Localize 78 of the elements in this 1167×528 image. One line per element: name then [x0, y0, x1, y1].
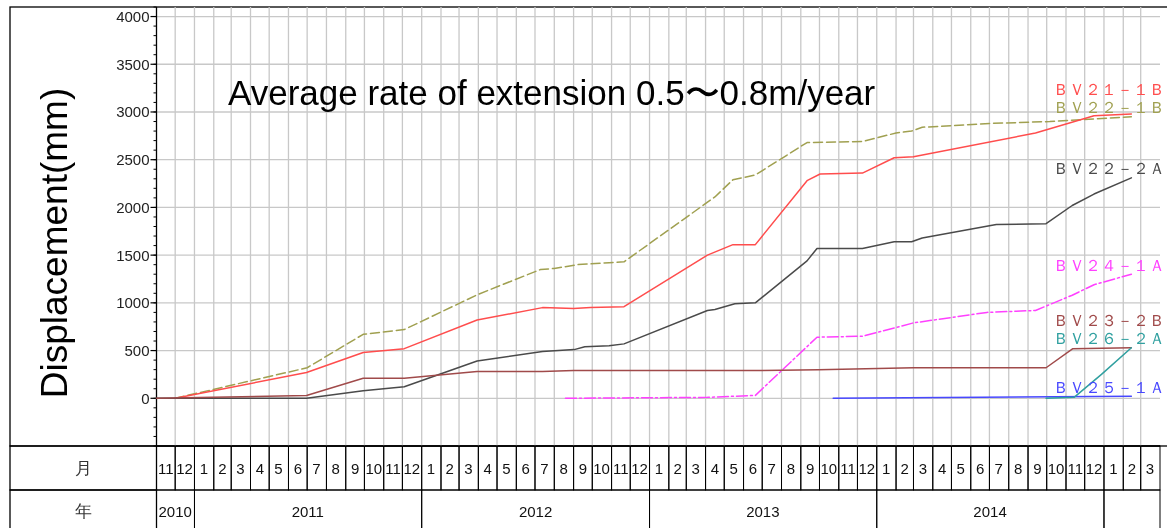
x-tick-label: 10	[1047, 459, 1065, 477]
x-tick-label: 12	[403, 459, 421, 477]
x2-tick-label: 2012	[518, 502, 553, 520]
x-tick-label: 3	[691, 459, 700, 477]
x-tick-label: 12	[631, 459, 648, 477]
x-tick-label: 10	[365, 459, 383, 477]
x-tick-label: 9	[1033, 459, 1042, 477]
x-tick-label: 6	[748, 459, 758, 477]
x-tick-label: 12	[176, 459, 193, 477]
x-tick-label: 9	[805, 459, 815, 477]
x-tick-label: 3	[236, 459, 245, 477]
x-tick-label: 6	[975, 459, 985, 477]
x-tick-label: 11	[840, 459, 856, 477]
x-tick-label: 3	[464, 459, 473, 477]
y-tick-label: 1500	[116, 246, 150, 264]
series-label: ＢＶ２１－１Ｂ	[1053, 81, 1165, 99]
x-tick-label: 1	[426, 459, 436, 477]
x-tick-label: 2	[445, 459, 454, 477]
x-tick-label: 8	[1013, 459, 1023, 477]
x-tick-label: 3	[1145, 459, 1155, 477]
x-tick-label: 11	[158, 459, 174, 477]
x-tick-label: 5	[274, 459, 283, 477]
x-tick-label: 11	[613, 459, 629, 477]
x-tick-label: 7	[767, 459, 776, 477]
x-tick-label: 10	[593, 459, 610, 477]
x-tick-label: 2	[1127, 459, 1137, 477]
series-label: ＢＶ２６－２Ａ	[1053, 330, 1165, 348]
y-tick-label: 3500	[116, 55, 150, 73]
series-label: ＢＶ２２－１Ｂ	[1053, 99, 1165, 117]
x-tick-label: 5	[729, 459, 738, 477]
x-tick-label: 12	[1085, 459, 1103, 477]
x-tick-label: 7	[540, 459, 549, 477]
y-tick-label: 4000	[116, 8, 150, 26]
x-tick-label: 2	[673, 459, 682, 477]
series-label: ＢＶ２５－１Ａ	[1053, 378, 1165, 396]
x2-axis-title: 年	[74, 501, 92, 521]
series-label: ＢＶ２２－２Ａ	[1053, 160, 1165, 178]
y-tick-label: 2000	[116, 198, 150, 216]
x-tick-label: 5	[502, 459, 511, 477]
x-tick-label: 4	[483, 459, 492, 477]
y-axis-title: Displacement(mm)	[33, 87, 75, 399]
x-tick-label: 1	[199, 459, 208, 477]
x-tick-label: 6	[293, 459, 302, 477]
x-tick-label: 8	[331, 459, 340, 477]
x-tick-label: 7	[312, 459, 321, 477]
y-tick-label: 500	[124, 342, 150, 360]
x-tick-label: 2	[218, 459, 227, 477]
x-tick-label: 11	[1067, 459, 1084, 477]
y-tick-label: 0	[141, 389, 150, 407]
x-tick-label: 10	[820, 459, 838, 477]
x-tick-label: 5	[956, 459, 965, 477]
x-tick-label: 1	[881, 459, 891, 477]
x-tick-label: 6	[521, 459, 530, 477]
x2-tick-label: 2011	[291, 502, 324, 520]
x-tick-label: 9	[578, 459, 588, 477]
x2-tick-label: 2014	[973, 502, 1007, 520]
series-label: ＢＶ２３－２Ｂ	[1053, 312, 1165, 330]
x-tick-label: 8	[559, 459, 568, 477]
x-tick-label: 12	[858, 459, 876, 477]
x-tick-label: 4	[255, 459, 265, 477]
x-tick-label: 2	[900, 459, 909, 477]
y-tick-label: 3000	[116, 103, 150, 121]
x-tick-label: 7	[994, 459, 1003, 477]
x-tick-label: 1	[1109, 459, 1118, 477]
text: Average rate of extension 0.5〜0.8m/year	[228, 72, 876, 112]
x-axis-title: 月	[74, 458, 92, 478]
y-tick-label: 2500	[116, 151, 150, 169]
x-tick-label: 4	[937, 459, 947, 477]
x2-tick-label: 2013	[746, 502, 780, 520]
x-tick-label: 8	[786, 459, 796, 477]
series-label: ＢＶ２４－１Ａ	[1053, 256, 1165, 274]
y-tick-label: 1000	[116, 294, 150, 312]
x-tick-label: 1	[654, 459, 664, 477]
x-tick-label: 4	[710, 459, 720, 477]
x-tick-label: 9	[350, 459, 360, 477]
x-tick-label: 11	[385, 459, 401, 477]
x2-tick-label: 2010	[158, 502, 192, 520]
x-tick-label: 3	[918, 459, 927, 477]
